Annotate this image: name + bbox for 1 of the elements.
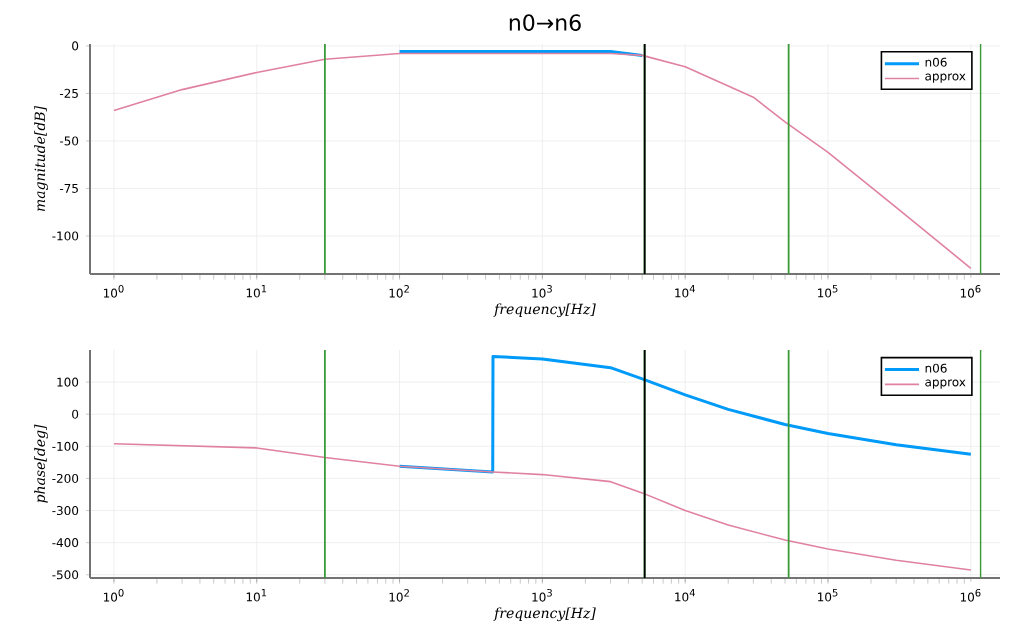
chart-title: n0→n6	[509, 14, 581, 31]
